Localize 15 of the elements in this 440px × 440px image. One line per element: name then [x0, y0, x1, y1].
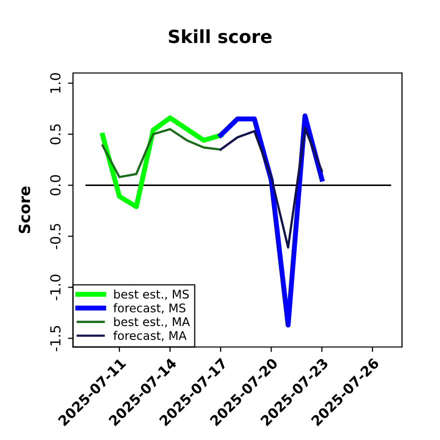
- chart-title: Skill score: [168, 29, 272, 44]
- y-tick-label: -1.5: [50, 326, 61, 352]
- y-tick-label: -0.5: [50, 224, 61, 250]
- legend-label: best est., MS: [114, 289, 189, 300]
- legend-label: best est., MA: [114, 317, 190, 328]
- y-tick-label: 0.0: [50, 175, 61, 196]
- line-series: [101, 128, 222, 178]
- legend-label: forecast, MS: [113, 303, 186, 314]
- line-series: [100, 115, 224, 210]
- y-tick-label: 1.0: [50, 73, 61, 93]
- y-tick-label: -1.0: [50, 274, 61, 300]
- legend-label: forecast, MA: [113, 330, 187, 342]
- y-tick-label: 0.5: [50, 124, 61, 144]
- line-series: [220, 126, 323, 249]
- y-axis-title: Score: [18, 186, 30, 234]
